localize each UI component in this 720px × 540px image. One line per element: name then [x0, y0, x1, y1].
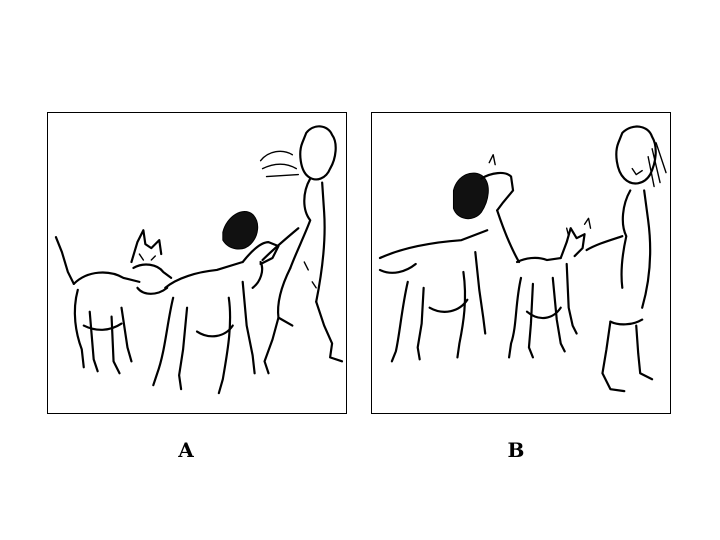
- woman-figure: [261, 126, 342, 373]
- panel-a-drawing: [48, 113, 346, 413]
- woman-figure: [587, 127, 666, 392]
- panel-b-label: B: [496, 438, 536, 462]
- panel-b-drawing: [372, 113, 670, 413]
- panel-a-illustration: [47, 112, 347, 414]
- large-dog-figure: [380, 155, 519, 362]
- large-dog-figure: [153, 212, 278, 394]
- small-dog-figure: [56, 230, 171, 373]
- panel-a-label: A: [166, 438, 206, 462]
- small-dog-figure: [509, 218, 590, 357]
- panel-b-illustration: [371, 112, 671, 414]
